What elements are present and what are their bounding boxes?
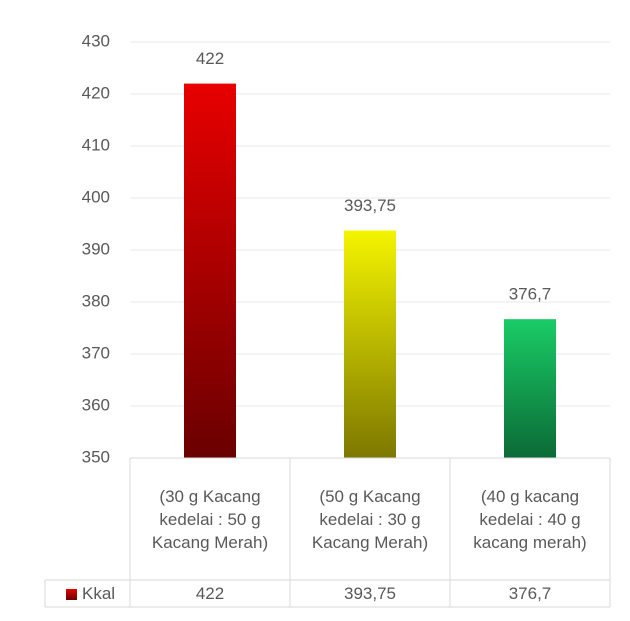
legend-swatch (66, 589, 77, 600)
table-value: 393,75 (344, 584, 396, 603)
y-tick-label: 350 (82, 447, 110, 466)
y-tick-label: 410 (82, 135, 110, 154)
y-tick-label: 380 (82, 291, 110, 310)
x-tick-label: (40 g kacang kedelai : 40 g kacang merah… (473, 486, 587, 552)
legend-label: Kkal (82, 584, 116, 603)
data-label: 393,75 (344, 196, 396, 215)
bar (184, 83, 236, 458)
table-value: 422 (195, 584, 225, 603)
y-tick-label: 360 (82, 395, 110, 414)
x-tick-label: (50 g Kacang kedelai : 30 g Kacang Merah… (311, 486, 429, 552)
bar (504, 319, 556, 458)
data-label: 376,7 (509, 285, 552, 304)
x-tick-label: (30 g Kacang kedelai : 50 g Kacang Merah… (151, 486, 269, 552)
y-tick-label: 370 (82, 343, 110, 362)
table-value: 376,7 (508, 584, 552, 603)
y-tick-label: 400 (82, 187, 110, 206)
y-tick-label: 430 (82, 31, 110, 50)
data-label: 422 (196, 49, 224, 68)
bar (344, 230, 396, 458)
y-tick-label: 420 (82, 83, 110, 102)
y-tick-label: 390 (82, 239, 110, 258)
